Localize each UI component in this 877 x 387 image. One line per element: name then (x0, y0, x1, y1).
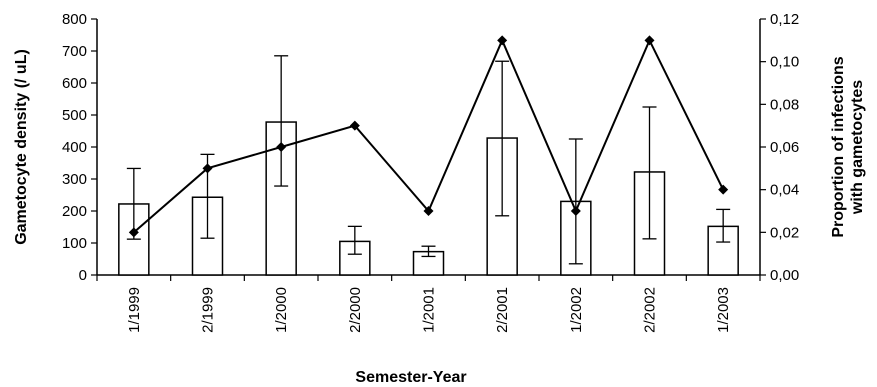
right-axis: 0,00 0,02 0,04 0,06 0,08 0,10 0,12 (759, 11, 799, 284)
x-axis-category-label: 2/2001 (494, 287, 511, 333)
left-axis-tick-label: 0 (79, 267, 87, 284)
proportion-line-series (128, 35, 729, 238)
left-axis: 0 100 200 300 400 500 600 700 800 (62, 11, 98, 284)
right-axis-tick-label: 0,04 (770, 182, 799, 199)
left-axis-tick-label: 200 (62, 203, 87, 220)
proportion-point (570, 206, 581, 216)
right-axis-tick-label: 0,12 (770, 11, 799, 28)
left-axis-tick-label: 500 (62, 107, 87, 124)
proportion-point (423, 206, 434, 216)
left-axis-tick-label: 100 (62, 235, 87, 252)
right-axis-tick-label: 0,10 (770, 54, 799, 71)
x-axis-category-label: 1/2000 (273, 287, 290, 333)
proportion-point (718, 184, 729, 195)
x-axis-category-label: 2/2002 (642, 287, 659, 333)
x-axis-category-label: 1/2001 (421, 287, 438, 333)
error-bar-series (126, 55, 731, 265)
right-axis-tick-label: 0,00 (770, 267, 799, 284)
left-axis-tick-label: 400 (62, 139, 87, 156)
right-axis-tick-label: 0,06 (770, 139, 799, 156)
left-axis-tick-label: 600 (62, 75, 87, 92)
proportion-point (128, 227, 139, 238)
proportion-point (497, 35, 508, 46)
proportion-point (276, 142, 287, 152)
x-axis-category-label: 1/1999 (126, 287, 143, 333)
y2-axis-title-line2: with gametocytes (849, 80, 866, 215)
x-axis: 1/1999 2/1999 1/2000 2/2000 1/2001 2/2001 1/20… (96, 274, 761, 333)
y-axis-title: Gametocyte density (/ uL) (13, 49, 30, 245)
proportion-point (644, 35, 655, 46)
proportion-point (349, 120, 360, 131)
x-axis-category-label: 2/1999 (200, 287, 217, 333)
right-axis-tick-label: 0,08 (770, 96, 799, 113)
x-axis-title: Semester-Year (355, 369, 466, 386)
right-axis-tick-label: 0,02 (770, 224, 799, 241)
left-axis-tick-label: 700 (62, 43, 87, 60)
left-axis-tick-label: 800 (62, 11, 87, 28)
x-axis-category-label: 1/2003 (715, 287, 732, 333)
x-axis-category-label: 1/2002 (568, 287, 585, 333)
x-axis-category-label: 2/2000 (347, 287, 364, 333)
left-axis-tick-label: 300 (62, 171, 87, 188)
y2-axis-title-line1: Proportion of infections (830, 56, 847, 237)
proportion-point (202, 163, 213, 174)
